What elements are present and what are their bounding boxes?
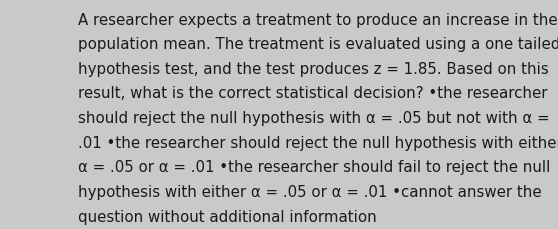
Text: result, what is the correct statistical decision? •the researcher: result, what is the correct statistical … [78, 86, 547, 101]
Text: α = .05 or α = .01 •the researcher should fail to reject the null: α = .05 or α = .01 •the researcher shoul… [78, 160, 551, 174]
Text: .01 •the researcher should reject the null hypothesis with either: .01 •the researcher should reject the nu… [78, 135, 558, 150]
Text: question without additional information: question without additional information [78, 209, 377, 224]
Text: A researcher expects a treatment to produce an increase in the: A researcher expects a treatment to prod… [78, 13, 558, 27]
Text: hypothesis test, and the test produces z = 1.85. Based on this: hypothesis test, and the test produces z… [78, 62, 549, 76]
Text: should reject the null hypothesis with α = .05 but not with α =: should reject the null hypothesis with α… [78, 111, 550, 125]
Text: hypothesis with either α = .05 or α = .01 •cannot answer the: hypothesis with either α = .05 or α = .0… [78, 184, 542, 199]
Text: population mean. The treatment is evaluated using a one tailed: population mean. The treatment is evalua… [78, 37, 558, 52]
